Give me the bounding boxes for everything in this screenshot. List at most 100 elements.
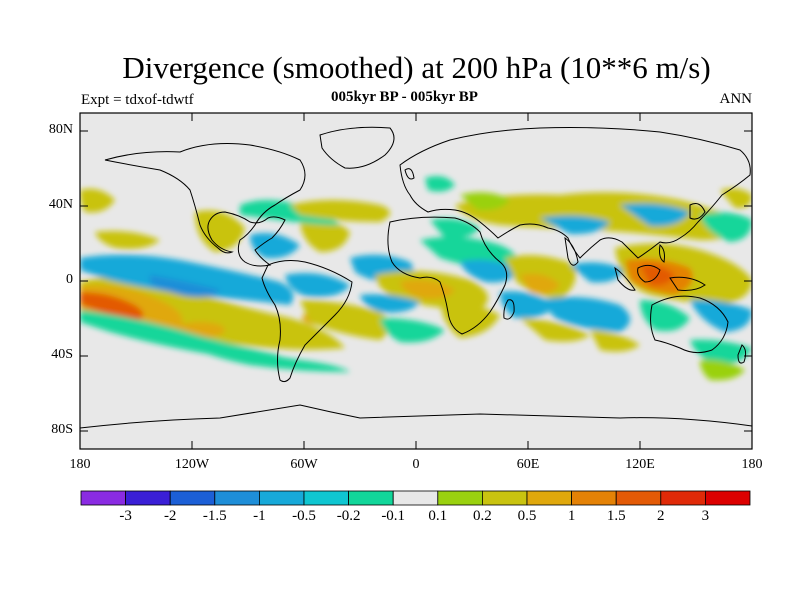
lon-label-180e: 180 xyxy=(741,457,763,472)
field-patch xyxy=(540,296,630,332)
coastline-new-guinea xyxy=(669,276,706,291)
experiment-label: Expt = tdxof-tdwtf xyxy=(81,92,194,108)
field-patch xyxy=(380,318,445,343)
field-patch xyxy=(300,217,350,252)
colorbar-box xyxy=(392,490,439,506)
field-patch xyxy=(570,262,625,283)
field-patch xyxy=(240,200,340,225)
colorbar-box xyxy=(258,490,305,506)
coastline-japan xyxy=(689,203,706,220)
field-patch xyxy=(520,273,560,294)
colorbar-box xyxy=(481,490,528,506)
field-patch xyxy=(180,340,350,372)
coastline-britain xyxy=(404,168,415,180)
field-patch xyxy=(590,330,640,352)
colorbar-box xyxy=(437,490,483,506)
colorbar-box xyxy=(526,490,572,506)
lon-label-60w: 60W xyxy=(290,457,318,472)
field-patch xyxy=(460,259,520,283)
colorbar-box xyxy=(705,490,751,506)
colorbar-label: 0.1 xyxy=(428,508,448,524)
colorbar-label: 1 xyxy=(567,508,576,524)
colorbar-box xyxy=(660,490,706,506)
colorbar-label: -2 xyxy=(163,508,177,524)
field-patch xyxy=(460,192,510,211)
divergence-field xyxy=(80,176,752,381)
coastline-eurasia xyxy=(399,127,751,259)
colorbar-label: -0.1 xyxy=(381,508,406,524)
colorbar-label: 0.5 xyxy=(517,508,537,524)
field-patch xyxy=(285,272,350,297)
colorbar-box xyxy=(80,490,126,506)
lon-ticks xyxy=(191,113,641,449)
field-patch xyxy=(80,310,280,359)
field-patch xyxy=(80,188,115,213)
colorbar-box xyxy=(571,490,617,506)
coastline-australia xyxy=(650,295,729,354)
lon-label-120w: 120W xyxy=(174,457,210,472)
coastline-borneo xyxy=(637,264,661,283)
field-patch xyxy=(700,359,745,381)
coastline-sumatra xyxy=(614,266,636,291)
colorbar-label: -0.5 xyxy=(292,508,316,524)
coastline-madagascar xyxy=(503,299,515,320)
lon-label-0: 0 xyxy=(412,457,420,472)
lat-label-80n: 80N xyxy=(48,122,73,137)
field-patch xyxy=(700,212,752,242)
coastline-africa xyxy=(387,216,508,335)
field-patch xyxy=(290,200,390,222)
colorbar-label: -1.5 xyxy=(202,508,227,524)
field-patch xyxy=(540,215,610,235)
lat-ticks xyxy=(80,130,752,432)
lon-label-120e: 120E xyxy=(625,457,655,472)
colorbar-label: 2 xyxy=(657,508,665,524)
coastline-new-zealand xyxy=(737,344,747,364)
field-patch xyxy=(360,294,420,313)
colorbar-box xyxy=(169,490,216,506)
colorbar-label: -1 xyxy=(253,508,266,524)
coastline-north-america xyxy=(104,143,306,267)
field-patch xyxy=(80,292,144,320)
colorbar-box xyxy=(615,490,662,506)
lon-label-60e: 60E xyxy=(516,457,540,472)
field-patch xyxy=(640,300,690,332)
coastline-philippines xyxy=(659,244,665,263)
colorbar-box xyxy=(214,490,260,506)
colorbar-box xyxy=(125,490,171,506)
field-patch xyxy=(150,275,220,298)
field-patch xyxy=(95,231,160,249)
field-patch xyxy=(80,254,294,305)
coastline-india xyxy=(564,236,579,266)
colorbar-box xyxy=(348,490,394,506)
field-patch xyxy=(690,339,752,365)
colorbar-label: 3 xyxy=(701,508,710,524)
colorbar xyxy=(80,490,751,506)
field-patch xyxy=(720,188,752,209)
field-patch xyxy=(520,318,590,342)
lat-label-40n: 40N xyxy=(48,197,73,212)
field-patch xyxy=(690,299,752,332)
colorbar-box xyxy=(303,490,349,506)
lat-label-0: 0 xyxy=(66,272,73,287)
coastline-antarctica xyxy=(80,404,752,429)
coastline-south-america xyxy=(261,260,353,383)
coastline-greenland xyxy=(319,126,395,169)
field-patch xyxy=(425,176,455,192)
field-patch xyxy=(430,218,480,239)
coastlines xyxy=(80,126,752,429)
field-patch xyxy=(250,232,300,259)
lat-label-80s: 80S xyxy=(51,422,73,437)
lat-label-40s: 40S xyxy=(51,347,73,362)
field-patch xyxy=(620,203,690,227)
field-patch xyxy=(195,210,245,252)
season-label: ANN xyxy=(719,91,753,107)
chart-title: Divergence (smoothed) at 200 hPa (10**6 … xyxy=(122,50,711,85)
field-patch xyxy=(300,300,390,340)
field-patch xyxy=(455,192,752,240)
colorbar-label: -0.2 xyxy=(336,508,361,524)
colorbar-label: 1.5 xyxy=(606,508,626,524)
colorbar-label: 0.2 xyxy=(473,508,492,524)
colorbar-label: -3 xyxy=(119,508,132,524)
period-label: 005kyr BP - 005kyr BP xyxy=(331,89,478,105)
